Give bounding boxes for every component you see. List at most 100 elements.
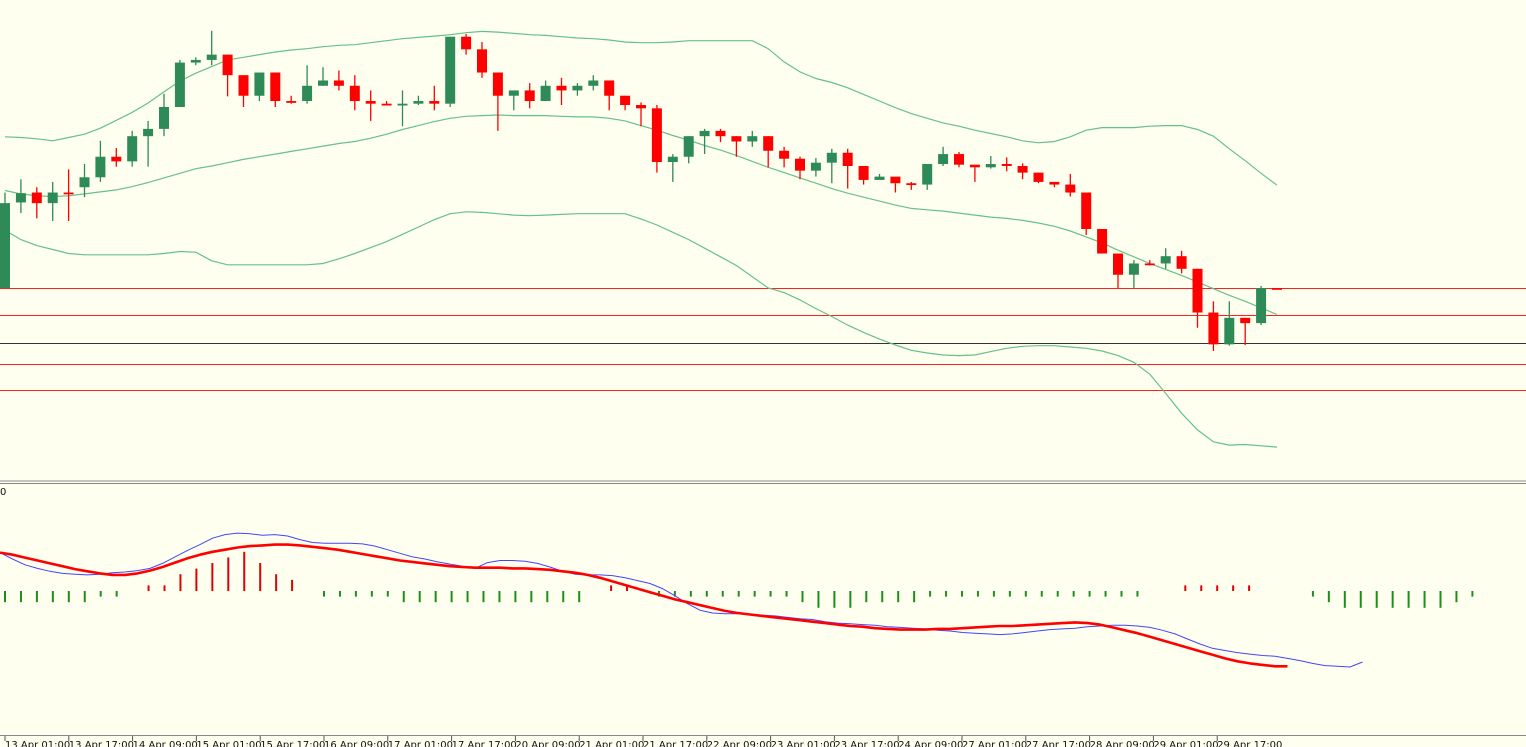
candle-body bbox=[651, 108, 662, 163]
candle bbox=[1160, 248, 1171, 269]
candle bbox=[779, 146, 790, 168]
candle bbox=[1065, 173, 1076, 197]
indicator-panel[interactable]: 0 bbox=[0, 487, 1474, 668]
candle-body bbox=[143, 128, 154, 137]
x-tick-label: 24 Apr 09:00 bbox=[898, 740, 963, 747]
candle-body bbox=[1128, 263, 1139, 275]
candle-body bbox=[270, 72, 281, 102]
candle-body bbox=[747, 136, 758, 142]
candle-body bbox=[922, 164, 933, 185]
candle-body bbox=[15, 193, 26, 203]
x-tick-label: 23 Apr 01:00 bbox=[771, 740, 836, 747]
candle bbox=[1240, 317, 1251, 346]
candle-body bbox=[763, 136, 774, 151]
candle bbox=[190, 57, 201, 66]
candle bbox=[938, 146, 949, 167]
candle-body bbox=[620, 95, 631, 106]
candle bbox=[906, 181, 917, 190]
candle-body bbox=[190, 59, 201, 63]
candle bbox=[1192, 268, 1203, 328]
x-tick-label: 17 Apr 01:00 bbox=[388, 740, 453, 747]
candle bbox=[954, 152, 964, 168]
candle-body bbox=[508, 90, 519, 96]
candle bbox=[381, 101, 392, 106]
x-tick-label: 20 Apr 09:00 bbox=[515, 740, 580, 747]
candle-body bbox=[461, 36, 472, 50]
candle bbox=[651, 105, 662, 173]
candle bbox=[302, 65, 313, 104]
candle bbox=[222, 54, 233, 97]
candle bbox=[731, 136, 742, 157]
candle bbox=[1208, 301, 1219, 351]
candle-body bbox=[890, 176, 901, 184]
candle bbox=[1113, 253, 1123, 288]
candle-body bbox=[1224, 317, 1235, 345]
candle-body bbox=[397, 103, 408, 106]
candle-body bbox=[1144, 263, 1155, 266]
x-tick-label: 27 Apr 17:00 bbox=[1026, 740, 1091, 747]
x-tick-label: 22 Apr 09:00 bbox=[707, 740, 772, 747]
price-panel[interactable] bbox=[0, 30, 1526, 448]
panel-divider[interactable] bbox=[0, 480, 1526, 484]
candle-body bbox=[540, 85, 551, 102]
candle-body bbox=[349, 85, 360, 102]
x-tick-label: 27 Apr 01:00 bbox=[962, 740, 1027, 747]
candle-body bbox=[1192, 268, 1203, 313]
candle bbox=[206, 30, 217, 66]
candle bbox=[63, 169, 74, 222]
candle bbox=[15, 179, 26, 214]
candle bbox=[810, 158, 821, 177]
candle bbox=[1033, 172, 1044, 184]
candle bbox=[270, 72, 281, 108]
candle bbox=[318, 67, 328, 86]
candle bbox=[254, 72, 265, 102]
candle bbox=[47, 181, 58, 222]
candle-body bbox=[636, 105, 646, 109]
candle-body bbox=[1033, 172, 1044, 182]
candle-body bbox=[1256, 288, 1267, 324]
candle-body bbox=[286, 101, 297, 103]
candle bbox=[969, 164, 980, 182]
band-lower bbox=[4, 211, 1278, 448]
candle bbox=[143, 120, 154, 167]
candle bbox=[890, 176, 901, 193]
candle bbox=[1097, 228, 1108, 254]
candle bbox=[667, 154, 678, 182]
candle-body bbox=[492, 72, 503, 96]
oscillator-histogram bbox=[4, 551, 1474, 608]
candle-body bbox=[1160, 256, 1171, 264]
candle-body bbox=[111, 156, 122, 162]
candle-body bbox=[95, 156, 106, 178]
candle bbox=[95, 140, 106, 182]
candle-body bbox=[699, 130, 710, 137]
candle bbox=[413, 95, 424, 106]
candle-body bbox=[810, 162, 821, 171]
candle bbox=[0, 192, 10, 288]
candle bbox=[620, 95, 631, 111]
candle-body bbox=[1208, 312, 1219, 345]
candle bbox=[31, 187, 42, 219]
candle-body bbox=[302, 85, 313, 102]
candle-body bbox=[1240, 317, 1251, 324]
candle bbox=[715, 128, 726, 143]
candle-body bbox=[954, 154, 964, 165]
candle bbox=[492, 72, 503, 131]
candle bbox=[556, 77, 567, 106]
candle-body bbox=[588, 80, 599, 86]
candle-body bbox=[333, 80, 344, 86]
band-upper bbox=[4, 30, 1278, 186]
candle-body bbox=[47, 192, 58, 204]
candle-body bbox=[826, 152, 837, 163]
candle bbox=[699, 128, 710, 155]
x-tick-label: 15 Apr 17:00 bbox=[260, 740, 325, 747]
candle bbox=[985, 156, 996, 169]
candle bbox=[127, 130, 138, 167]
candle-body bbox=[1097, 228, 1108, 254]
candle-body bbox=[969, 164, 980, 168]
candle-body bbox=[63, 192, 74, 195]
candle bbox=[445, 36, 456, 108]
candle-body bbox=[779, 150, 790, 159]
